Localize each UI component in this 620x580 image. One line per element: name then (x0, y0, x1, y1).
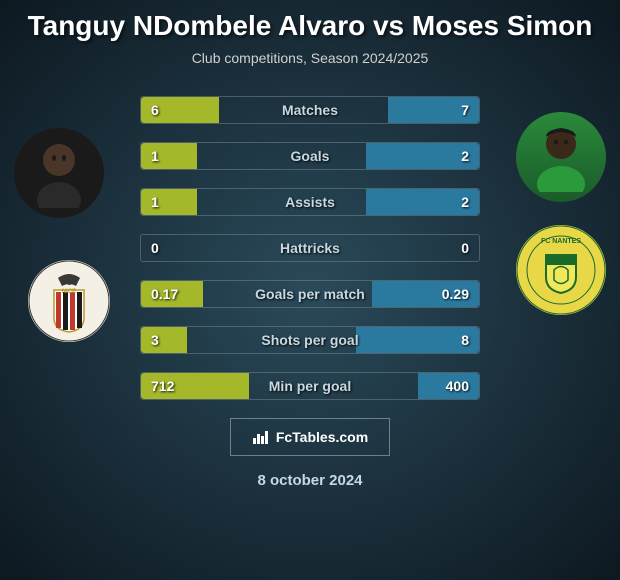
stat-value-right: 0.29 (442, 286, 469, 302)
svg-text:FC NANTES: FC NANTES (541, 238, 581, 245)
stat-value-right: 8 (461, 332, 469, 348)
stat-row: 1Goals2 (140, 142, 480, 170)
stat-row: 1Assists2 (140, 188, 480, 216)
stat-label: Goals (141, 148, 479, 164)
player-right-avatar (516, 112, 606, 202)
stat-value-right: 400 (446, 378, 469, 394)
svg-text:NICE: NICE (62, 289, 76, 295)
stat-row: 712Min per goal400 (140, 372, 480, 400)
stat-value-right: 2 (461, 148, 469, 164)
badge-text: FcTables.com (276, 429, 368, 445)
svg-text:OGC: OGC (61, 280, 77, 287)
subtitle: Club competitions, Season 2024/2025 (0, 50, 620, 66)
fctables-badge[interactable]: FcTables.com (230, 418, 390, 456)
stat-row: 0Hattricks0 (140, 234, 480, 262)
stat-value-right: 2 (461, 194, 469, 210)
stat-row: 3Shots per goal8 (140, 326, 480, 354)
person-icon (29, 138, 89, 208)
stat-label: Min per goal (141, 378, 479, 394)
stat-label: Matches (141, 102, 479, 118)
stat-value-right: 0 (461, 240, 469, 256)
stat-label: Shots per goal (141, 332, 479, 348)
nice-crest-icon: OGC NICE (28, 260, 110, 342)
stat-row: 6Matches7 (140, 96, 480, 124)
stat-label: Goals per match (141, 286, 479, 302)
player-left-avatar (14, 128, 104, 218)
stat-row: 0.17Goals per match0.29 (140, 280, 480, 308)
page-title: Tanguy NDombele Alvaro vs Moses Simon (0, 0, 620, 42)
stat-label: Assists (141, 194, 479, 210)
stat-label: Hattricks (141, 240, 479, 256)
club-left-crest: OGC NICE (28, 260, 110, 342)
nantes-crest-icon: FC NANTES (516, 225, 606, 315)
stats-container: 6Matches7 1Goals2 1Assists2 0Hattricks0 0.17… (140, 96, 480, 400)
chart-icon (252, 428, 270, 446)
person-icon (531, 122, 591, 192)
stat-value-right: 7 (461, 102, 469, 118)
club-right-crest: FC NANTES (516, 225, 606, 315)
date-text: 8 october 2024 (0, 472, 620, 489)
